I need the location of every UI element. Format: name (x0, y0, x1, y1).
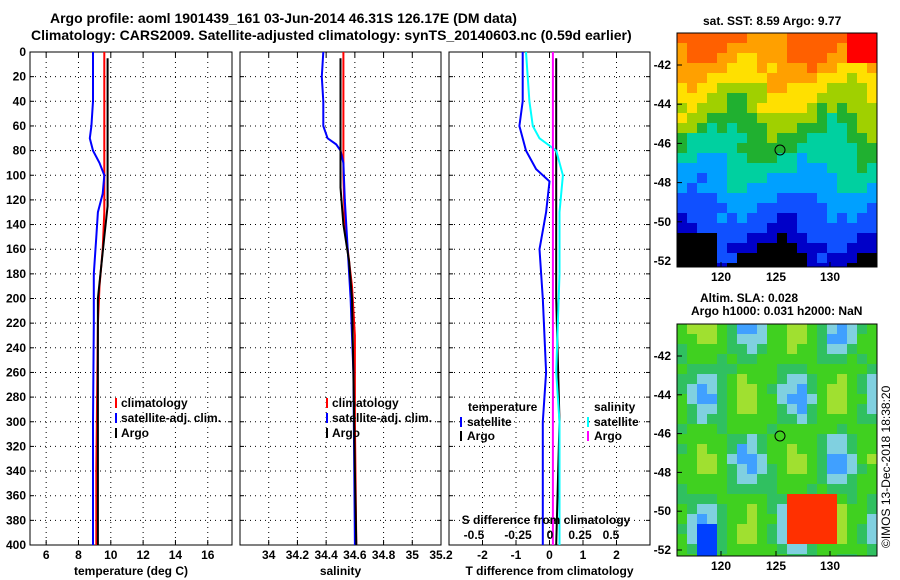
y-tick-label: 160 (6, 242, 26, 256)
series-line-satellite-adj-clim- (320, 51, 356, 546)
series-line-argo (96, 58, 109, 545)
legend-label: satellite (594, 415, 639, 429)
s-tick-label: -0.5 (464, 528, 485, 542)
x-axis-label: temperature (deg C) (74, 564, 188, 578)
y-tick-label: 360 (6, 489, 26, 503)
y-tick-label: 340 (6, 464, 26, 478)
legend-title-temperature: temperature (468, 400, 538, 414)
y-tick-label: 400 (6, 538, 26, 552)
x-tick-label: 34.6 (343, 548, 367, 562)
y-tick-label: 140 (6, 218, 26, 232)
lat-tick-label: -42 (654, 349, 672, 363)
x-tick-label: 0 (546, 548, 553, 562)
lon-tick-label: 125 (766, 270, 786, 284)
x-tick-label: 34.8 (372, 548, 396, 562)
x-tick-label: 12 (136, 548, 150, 562)
sst-map-label: sat. SST: 8.59 Argo: 9.77 (703, 14, 842, 28)
series-line-argo (339, 58, 358, 546)
s-tick-label: 0 (547, 528, 554, 542)
y-tick-label: 180 (6, 267, 26, 281)
sst-map (677, 33, 877, 267)
y-tick-label: 40 (13, 94, 27, 108)
lat-tick-label: -46 (654, 136, 672, 150)
x-tick-label: -1 (511, 548, 522, 562)
x-tick-label: 14 (169, 548, 183, 562)
lat-tick-label: -50 (654, 504, 672, 518)
lon-tick-label: 130 (820, 270, 840, 284)
argo-position-marker (774, 144, 786, 156)
x-tick-label: 34 (262, 548, 276, 562)
legend-label: Argo (332, 426, 360, 440)
sst-map-frame (676, 32, 878, 268)
legend-label: satellite-adj. clim. (121, 411, 221, 425)
y-tick-label: 380 (6, 513, 26, 527)
x-axis-label: salinity (320, 564, 362, 578)
x-tick-label: 16 (201, 548, 215, 562)
legend-label: Argo (467, 429, 495, 443)
lat-tick-label: -46 (654, 427, 672, 441)
lon-tick-label: 120 (711, 559, 731, 573)
y-tick-label: 300 (6, 415, 26, 429)
lat-tick-label: -52 (654, 254, 672, 268)
argo-height-label: Argo h1000: 0.031 h2000: NaN (691, 304, 863, 318)
y-tick-label: 200 (6, 292, 26, 306)
lat-tick-label: -42 (654, 58, 672, 72)
series-line-t-argo (555, 58, 561, 546)
sla-map (677, 324, 877, 556)
legend-label: climatology (121, 396, 188, 410)
lat-tick-label: -48 (654, 465, 672, 479)
legend-title-salinity: salinity (594, 400, 636, 414)
sla-map-label: Altim. SLA: 0.028 (700, 291, 799, 305)
y-tick-label: 20 (13, 70, 27, 84)
x-tick-label: 34.4 (314, 548, 338, 562)
argo-position-marker (774, 430, 786, 442)
x-tick-label: 6 (43, 548, 50, 562)
x-tick-label: -2 (477, 548, 488, 562)
y-tick-label: 280 (6, 390, 26, 404)
y-tick-label: 60 (13, 119, 27, 133)
s-tick-label: 0.5 (603, 528, 620, 542)
x-tick-label: 35 (406, 548, 420, 562)
y-tick-label: 240 (6, 341, 26, 355)
y-tick-label: 260 (6, 365, 26, 379)
x-tick-label: 34.2 (286, 548, 310, 562)
x-tick-label: 35.2 (429, 548, 453, 562)
y-tick-label: 80 (13, 144, 27, 158)
chart-title-line1: Argo profile: aoml 1901439_161 03-Jun-20… (50, 10, 517, 26)
lat-tick-label: -48 (654, 176, 672, 190)
legend-label: Argo (121, 426, 149, 440)
imos-credit: ©IMOS 13-Dec-2018 18:38:20 (879, 385, 893, 548)
series-line-s-satellite (525, 51, 564, 545)
y-tick-label: 120 (6, 193, 26, 207)
y-tick-label: 220 (6, 316, 26, 330)
sla-map-frame (676, 323, 878, 557)
lon-tick-label: 130 (820, 559, 840, 573)
lon-tick-label: 120 (711, 270, 731, 284)
x-tick-label: 10 (104, 548, 118, 562)
lat-tick-label: -52 (654, 543, 672, 557)
y-tick-label: 0 (19, 45, 26, 59)
legend-label: climatology (332, 396, 399, 410)
lat-tick-label: -44 (654, 97, 672, 111)
legend-label: satellite-adj. clim. (332, 411, 432, 425)
series-line-t-satellite (518, 52, 551, 545)
lat-tick-label: -44 (654, 388, 672, 402)
s-tick-label: 0.25 (568, 528, 592, 542)
series-line-satellite-adj-clim- (88, 52, 106, 545)
x-axis-label: T difference from climatology (465, 564, 633, 578)
s-axis-label: S difference from climatology (462, 513, 631, 527)
chart-title-line2: Climatology: CARS2009. Satellite-adjuste… (31, 27, 632, 43)
legend-label: satellite (467, 415, 512, 429)
x-tick-label: 8 (75, 548, 82, 562)
s-tick-label: -0.25 (504, 528, 532, 542)
legend-label: Argo (594, 429, 622, 443)
lon-tick-label: 125 (766, 559, 786, 573)
lat-tick-label: -50 (654, 215, 672, 229)
x-tick-label: 1 (580, 548, 587, 562)
y-tick-label: 100 (6, 168, 26, 182)
x-tick-label: 2 (613, 548, 620, 562)
y-tick-label: 320 (6, 439, 26, 453)
